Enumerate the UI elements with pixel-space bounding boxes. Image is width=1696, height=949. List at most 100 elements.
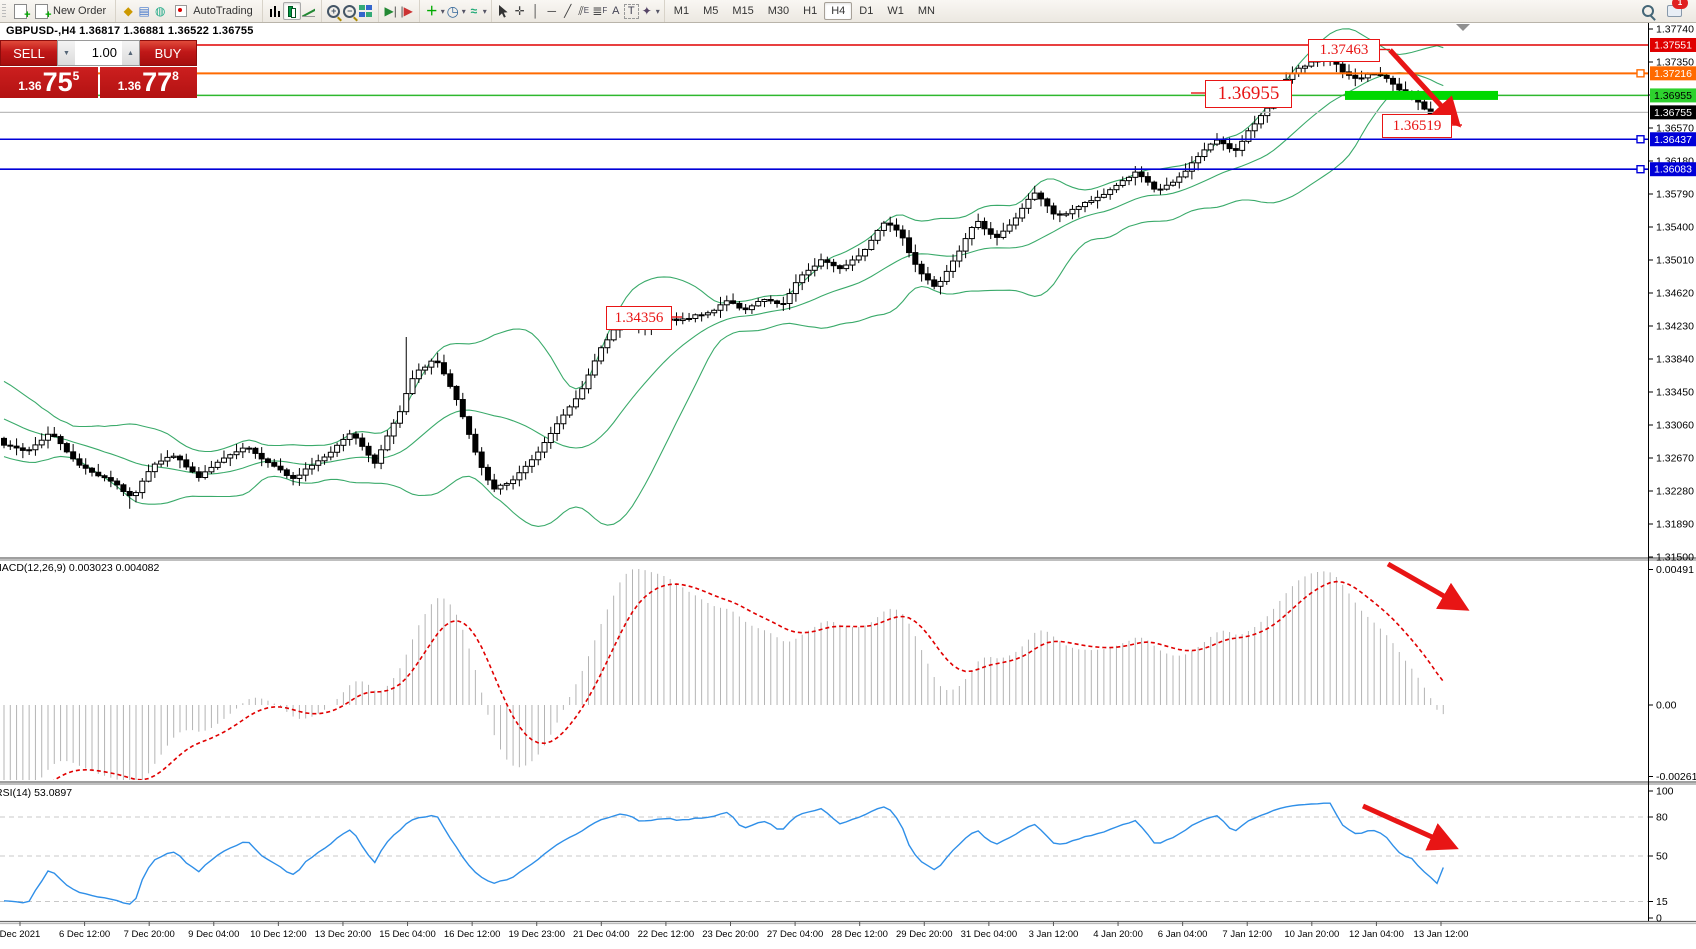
timeframe-H1[interactable]: H1 [803, 5, 818, 17]
timeframe-W1[interactable]: W1 [887, 5, 904, 17]
line-chart-icon[interactable] [301, 3, 317, 19]
text-tool-icon[interactable]: A [612, 5, 620, 17]
time-axis-label: 23 Dec 20:00 [702, 929, 759, 940]
zoom-in-icon[interactable]: + [326, 3, 342, 19]
time-axis: Dec 2021 6 Dec 12:00 7 Dec 20:00 9 Dec 04:0… [0, 922, 1468, 940]
time-axis-label: Dec 2021 [0, 929, 40, 940]
price-annotation-1.37463[interactable]: 1.37463 [1308, 39, 1380, 62]
vertical-line-icon[interactable]: │ [532, 4, 540, 18]
timeframe-H4[interactable]: H4 [824, 2, 853, 20]
chart-info-line: GBPUSD-,H4 1.36817 1.36881 1.36522 1.367… [6, 25, 254, 37]
support-zone-bar[interactable] [1345, 90, 1498, 100]
price-axis: 1.377401.373501.369601.365701.361801.357… [1648, 24, 1696, 925]
trend-arrow[interactable] [1386, 561, 1470, 611]
price-badge [1650, 37, 1696, 52]
text-label-icon[interactable]: T [623, 3, 639, 19]
search-icon[interactable] [1640, 3, 1656, 19]
macd-indicator [3, 568, 1444, 780]
time-axis-label: 10 Jan 20:00 [1284, 929, 1339, 940]
volume-stepper: ▼ 1.00 ▲ [57, 40, 140, 66]
toolbar-grip[interactable] [2, 4, 6, 18]
horizontal-line-icon[interactable]: ─ [547, 4, 557, 18]
channel-icon[interactable]: ⫽ E [578, 4, 590, 18]
price-annotation-1.36519[interactable]: 1.36519 [1382, 114, 1452, 138]
price-axis-tick: 1.37350 [1656, 57, 1694, 69]
sell-price-big: 75 [42, 67, 73, 97]
buy-price-big: 77 [142, 67, 173, 97]
trend-arrow[interactable] [1388, 48, 1462, 128]
time-axis-label: 16 Dec 12:00 [444, 929, 501, 940]
time-axis-label: 3 Jan 12:00 [1029, 929, 1079, 940]
rsi-axis-tick: 80 [1656, 812, 1668, 824]
price-axis-tick: 1.36570 [1656, 123, 1694, 135]
time-axis-label: 21 Dec 04:00 [573, 929, 630, 940]
cursor-icon[interactable] [496, 3, 512, 19]
timeframe-MN[interactable]: MN [917, 5, 935, 17]
time-axis-label: 15 Dec 04:00 [379, 929, 436, 940]
market-watch-icon[interactable]: ◆ [123, 4, 133, 18]
indicators-icon[interactable]: ≈ [470, 4, 478, 18]
time-axis-label: 29 Dec 20:00 [896, 929, 953, 940]
bar-chart-icon[interactable] [267, 3, 283, 19]
buy-price-prefix: 1.36 [117, 79, 142, 93]
new-chart-dropdown[interactable]: ▾ [440, 6, 445, 16]
price-badge [1650, 105, 1696, 120]
chart-shift-icon[interactable]: | ▶ [400, 4, 413, 18]
chart-shift-marker[interactable] [1456, 24, 1470, 31]
timeframe-D1[interactable]: D1 [859, 5, 874, 17]
timeframe-M1[interactable]: M1 [673, 5, 690, 17]
shapes-dropdown[interactable]: ▾ [655, 6, 660, 16]
autotrading-label: AutoTrading [193, 5, 253, 17]
new-order-icon [33, 3, 52, 23]
price-badge [1650, 132, 1696, 147]
notification-badge: 1 [1672, 0, 1688, 9]
zoom-out-icon[interactable]: − [342, 3, 358, 19]
auto-scroll-icon[interactable]: ▶ | [384, 4, 397, 18]
signals-icon[interactable]: ◍ [154, 4, 166, 18]
time-axis-label: 22 Dec 12:00 [638, 929, 695, 940]
time-axis-label: 7 Dec 20:00 [124, 929, 175, 940]
macd-label: MACD(12,26,9) 0.003023 0.004082 [0, 562, 160, 574]
period-clock-icon[interactable]: ◷ [446, 3, 459, 19]
timeframe-M5[interactable]: M5 [703, 5, 719, 17]
candlestick-chart-icon[interactable] [282, 2, 301, 20]
timeframe-M30[interactable]: M30 [767, 5, 790, 17]
tile-windows-icon[interactable] [358, 3, 374, 19]
shapes-icon[interactable]: ✦ [641, 4, 652, 18]
chart-window-icon[interactable] [12, 3, 31, 23]
crosshair-icon[interactable]: ✛ [514, 4, 525, 18]
trend-arrow[interactable] [1361, 803, 1459, 851]
time-axis-label: 6 Jan 04:00 [1158, 929, 1208, 940]
price-axis-tick: 1.32280 [1656, 486, 1694, 498]
fibonacci-icon[interactable]: ≣ F [592, 4, 608, 18]
time-axis-label: 31 Dec 04:00 [961, 929, 1018, 940]
price-badge-value: 1.36955 [1654, 90, 1692, 102]
price-badge-value: 1.37216 [1654, 68, 1692, 80]
rsi-axis-tick: 0 [1656, 913, 1662, 925]
buy-price-box[interactable]: 1.36 77 8 [99, 67, 197, 98]
new-chart-icon[interactable]: ＋ [425, 4, 438, 18]
new-order-button[interactable]: New Order [28, 2, 111, 23]
timeframe-M15[interactable]: M15 [732, 5, 754, 17]
volume-down-button[interactable]: ▼ [58, 41, 75, 65]
price-annotation-1.34356[interactable]: 1.34356 [606, 306, 672, 330]
autotrading-button[interactable]: AutoTrading [168, 2, 258, 20]
time-axis-label: 13 Jan 12:00 [1414, 929, 1469, 940]
volume-up-button[interactable]: ▲ [122, 41, 139, 65]
sell-price-box[interactable]: 1.36 75 5 [0, 67, 98, 98]
horizontal-line-objects[interactable] [0, 44, 1648, 174]
sell-button[interactable]: SELL [0, 40, 57, 66]
price-axis-tick: 1.31500 [1656, 552, 1694, 564]
indicators-dropdown[interactable]: ▾ [482, 6, 487, 16]
notifications-icon[interactable]: 1 [1666, 0, 1688, 19]
time-axis-label: 6 Dec 12:00 [59, 929, 110, 940]
trendline-icon[interactable]: ╱ [564, 4, 572, 18]
price-annotation-1.36955[interactable]: 1.36955 [1205, 80, 1292, 108]
volume-value[interactable]: 1.00 [91, 45, 117, 60]
period-dropdown[interactable]: ▾ [461, 6, 466, 16]
buy-button[interactable]: BUY [140, 40, 197, 66]
macd-axis-tick: 0.00 [1656, 700, 1677, 712]
mql-community-icon[interactable]: ▤ [138, 4, 150, 18]
